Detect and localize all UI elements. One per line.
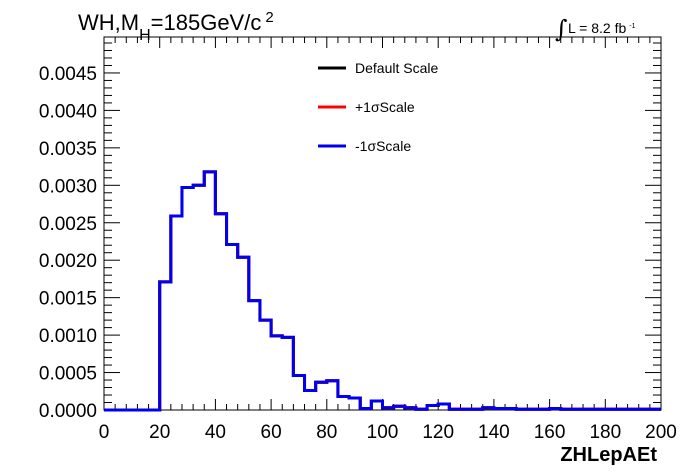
x-tick-label: 20 — [149, 422, 170, 443]
legend: Default Scale +1σScale -1σScale — [318, 60, 438, 154]
x-tick-label: 60 — [261, 422, 282, 443]
title-main: WH,M — [78, 10, 139, 35]
x-tick-label: 140 — [478, 422, 510, 443]
title-superscript: 2 — [265, 9, 273, 26]
series-line-minus-1sigma-scale — [104, 170, 661, 412]
y-tick-label: 0.0020 — [39, 251, 97, 272]
x-tick-label: 200 — [645, 422, 677, 443]
y-tick-label: 0.0015 — [39, 289, 97, 310]
luminosity-text: L = 8.2 fb — [568, 20, 626, 36]
x-tick-label: 120 — [422, 422, 454, 443]
y-tick-label: 0.0045 — [39, 64, 97, 85]
title-subscript: H — [139, 27, 151, 44]
y-tick-label: 0.0025 — [39, 214, 97, 235]
luminosity-superscript: -1 — [629, 23, 635, 30]
x-tick-label: 180 — [589, 422, 621, 443]
x-tick-label: 100 — [367, 422, 399, 443]
luminosity-integral-sign: ∫ — [555, 15, 568, 43]
luminosity-label: L = 8.2 fb -1 — [568, 20, 636, 36]
title-rest: =185GeV/c — [151, 10, 262, 35]
y-tick-label: 0.0040 — [39, 101, 97, 122]
legend-label-minus-1sigma-scale: -1σScale — [355, 138, 411, 154]
y-tick-label: 0.0035 — [39, 139, 97, 160]
chart-title: WH,MH=185GeV/c 2 — [78, 9, 274, 44]
y-tick-label: 0.0030 — [39, 176, 97, 197]
legend-label-plus-1sigma-scale: +1σScale — [355, 99, 415, 115]
y-tick-label: 0.0000 — [39, 401, 97, 422]
legend-label-default-scale: Default Scale — [355, 60, 438, 76]
x-tick-label: 40 — [205, 422, 226, 443]
x-tick-label: 80 — [316, 422, 337, 443]
series-group — [104, 170, 661, 412]
axes: 0 20 40 60 80 100 120 140 160 180 200 0.0000 0.0005 0… — [39, 37, 677, 443]
y-tick-label: 0.0005 — [39, 364, 97, 385]
y-tick-label: 0.0010 — [39, 326, 97, 347]
x-tick-label: 160 — [534, 422, 566, 443]
x-axis-label: ZHLepAEt — [560, 444, 657, 466]
x-tick-label: 0 — [99, 422, 110, 443]
